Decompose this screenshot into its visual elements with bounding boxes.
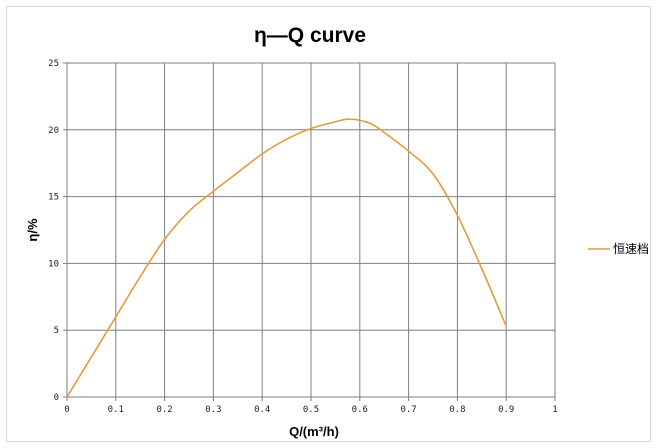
x-tick-label: 1 [552, 405, 557, 415]
legend-label: 恒速档 [613, 242, 649, 256]
x-tick-labels: 0 0.1 0.2 0.3 0.4 0.5 0.6 0.7 0.8 0.9 1 [64, 405, 557, 415]
y-tick-label: 0 [54, 393, 59, 403]
chart-frame [6, 6, 651, 442]
y-tick-label: 10 [48, 259, 59, 269]
x-tick-label: 0 [64, 405, 69, 415]
y-tick-labels: 0 5 10 15 20 25 [48, 59, 59, 403]
chart-title: η—Q curve [253, 24, 367, 47]
x-tick-label: 0.1 [108, 405, 124, 415]
y-axis-label: η/% [25, 218, 40, 242]
x-tick-label: 0.7 [400, 405, 416, 415]
x-tick-label: 0.4 [254, 405, 270, 415]
x-axis-label: Q/(m³/h) [289, 424, 339, 439]
legend: 恒速档 [588, 242, 649, 256]
x-tick-label: 0.3 [205, 405, 221, 415]
grid-lines [63, 62, 556, 401]
y-tick-label: 20 [48, 126, 59, 136]
x-tick-label: 0.2 [156, 405, 172, 415]
x-tick-label: 0.5 [303, 405, 319, 415]
series-lines [66, 118, 507, 398]
series-line [66, 118, 507, 398]
y-tick-label: 25 [48, 59, 59, 69]
x-tick-label: 0.6 [352, 405, 368, 415]
y-tick-label: 15 [48, 193, 59, 203]
y-tick-label: 5 [54, 326, 59, 336]
x-tick-label: 0.9 [498, 405, 514, 415]
x-tick-label: 0.8 [449, 405, 465, 415]
